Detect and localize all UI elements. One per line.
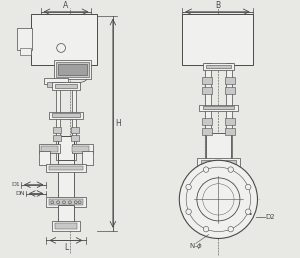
Bar: [17, 28, 32, 50]
Bar: [225, 77, 235, 84]
Text: DN: DN: [15, 191, 25, 196]
Bar: [201, 160, 236, 164]
Circle shape: [197, 178, 240, 221]
Circle shape: [203, 227, 209, 232]
Bar: [56, 62, 89, 77]
Bar: [40, 146, 58, 151]
Bar: [202, 128, 211, 135]
Bar: [56, 82, 60, 160]
Bar: [72, 144, 93, 154]
Bar: [50, 112, 82, 119]
Circle shape: [245, 209, 251, 214]
Bar: [55, 223, 77, 229]
Bar: [72, 82, 76, 160]
Bar: [46, 164, 86, 172]
Bar: [206, 64, 231, 68]
Bar: [203, 106, 234, 109]
Circle shape: [186, 184, 191, 190]
Bar: [58, 205, 74, 223]
Text: B: B: [215, 1, 220, 10]
Bar: [202, 118, 211, 125]
Text: L: L: [64, 243, 68, 252]
Bar: [54, 60, 92, 79]
Bar: [71, 127, 79, 133]
Bar: [53, 135, 61, 141]
Bar: [46, 197, 86, 207]
Bar: [52, 221, 80, 231]
Text: D2: D2: [265, 214, 275, 220]
Bar: [225, 118, 235, 125]
Bar: [226, 63, 232, 160]
Bar: [52, 114, 80, 117]
Bar: [82, 150, 93, 165]
Bar: [20, 48, 31, 55]
Bar: [50, 166, 82, 170]
Bar: [72, 146, 89, 151]
Bar: [50, 199, 82, 205]
Text: A: A: [63, 1, 69, 10]
Circle shape: [250, 213, 251, 215]
Bar: [202, 77, 211, 84]
Bar: [205, 63, 211, 160]
Text: D1: D1: [11, 182, 20, 187]
Bar: [202, 87, 211, 94]
Bar: [53, 127, 61, 133]
Bar: [31, 14, 97, 64]
Bar: [206, 133, 231, 160]
Bar: [225, 128, 235, 135]
Text: H: H: [115, 119, 121, 128]
Bar: [47, 82, 65, 87]
Text: N-$\phi$: N-$\phi$: [189, 241, 203, 251]
Circle shape: [179, 160, 257, 238]
Bar: [58, 63, 88, 75]
Bar: [44, 78, 68, 84]
Bar: [203, 63, 234, 70]
Bar: [182, 14, 253, 64]
Bar: [71, 135, 79, 141]
Circle shape: [228, 227, 233, 232]
Bar: [197, 158, 240, 166]
Bar: [199, 104, 238, 111]
Bar: [58, 160, 74, 199]
Bar: [55, 84, 77, 88]
Bar: [58, 136, 74, 160]
Circle shape: [203, 167, 209, 172]
Bar: [225, 87, 235, 94]
Bar: [39, 150, 50, 165]
Bar: [52, 82, 80, 90]
Circle shape: [245, 184, 251, 190]
Circle shape: [228, 167, 233, 172]
Bar: [39, 144, 60, 154]
Circle shape: [186, 209, 191, 214]
